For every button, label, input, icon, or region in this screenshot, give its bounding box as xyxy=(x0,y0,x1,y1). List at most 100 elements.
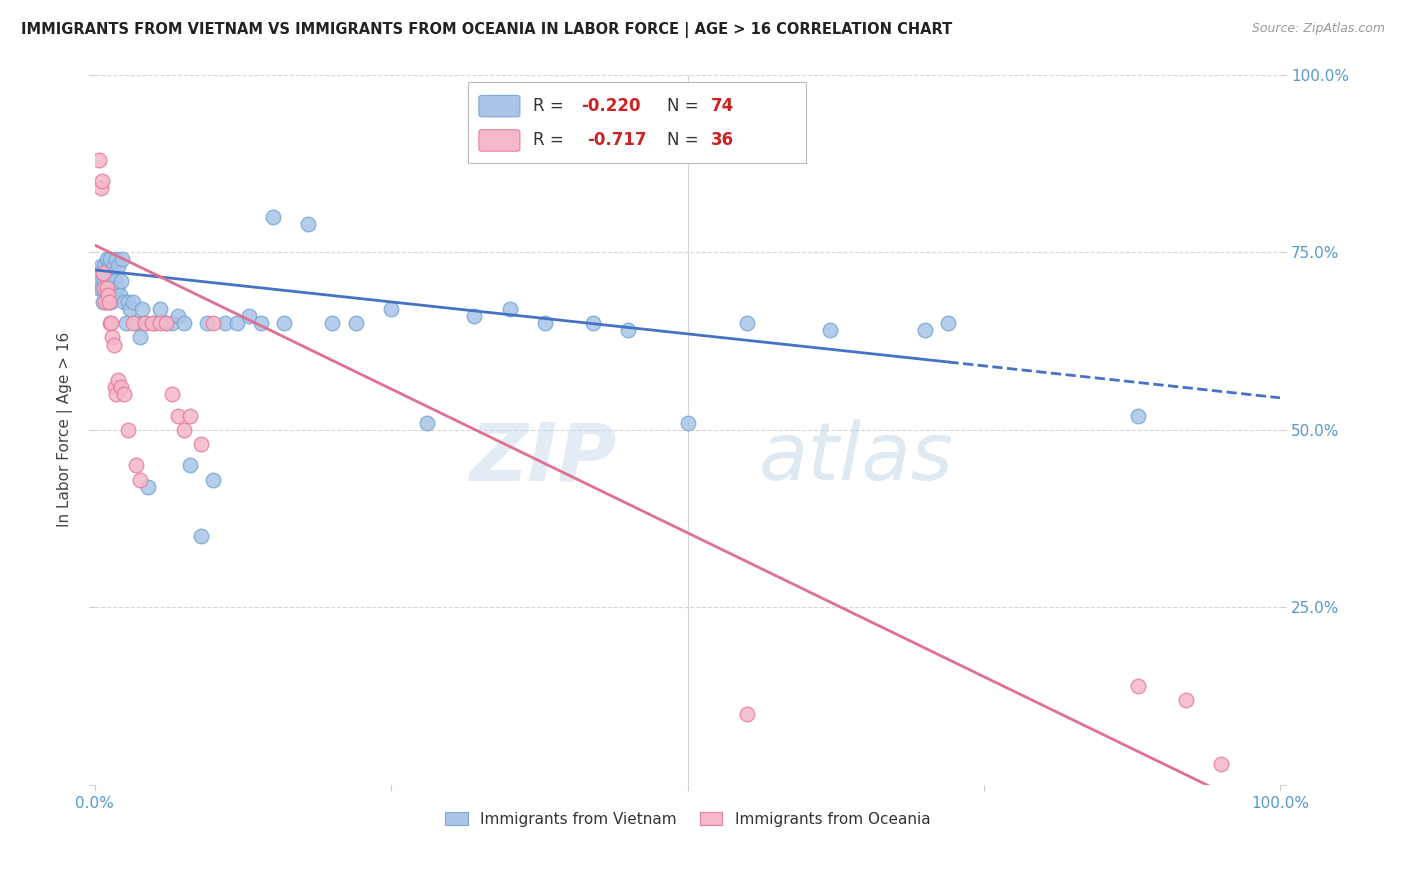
Point xyxy=(173,316,195,330)
FancyBboxPatch shape xyxy=(479,129,520,151)
Point xyxy=(96,294,118,309)
Point xyxy=(97,287,120,301)
Point xyxy=(160,316,183,330)
Point xyxy=(125,458,148,473)
Point xyxy=(98,274,121,288)
Point xyxy=(89,153,111,167)
Point xyxy=(121,294,143,309)
Point xyxy=(94,281,117,295)
Point xyxy=(134,316,156,330)
Point xyxy=(105,252,128,267)
Point xyxy=(91,267,114,281)
Point xyxy=(1126,679,1149,693)
Point xyxy=(101,330,124,344)
Point xyxy=(117,423,139,437)
Point xyxy=(90,274,112,288)
Point xyxy=(100,316,122,330)
Point xyxy=(97,281,120,295)
Point xyxy=(735,316,758,330)
Point xyxy=(179,458,201,473)
Point xyxy=(134,316,156,330)
Point xyxy=(166,309,188,323)
FancyBboxPatch shape xyxy=(479,95,520,117)
Text: R =: R = xyxy=(533,131,575,150)
Point xyxy=(110,380,132,394)
Point xyxy=(226,316,249,330)
Point xyxy=(1126,409,1149,423)
Point xyxy=(1211,756,1233,771)
Point xyxy=(103,260,125,274)
Point xyxy=(98,316,121,330)
Point xyxy=(121,316,143,330)
Point xyxy=(90,281,112,295)
Point xyxy=(380,301,402,316)
Point xyxy=(120,301,142,316)
Point xyxy=(321,316,343,330)
Point xyxy=(128,473,150,487)
Point xyxy=(143,316,166,330)
Point xyxy=(166,409,188,423)
Point xyxy=(97,294,120,309)
FancyBboxPatch shape xyxy=(468,82,806,163)
Point xyxy=(149,301,172,316)
Point xyxy=(110,274,132,288)
Point xyxy=(101,281,124,295)
Point xyxy=(105,281,128,295)
Point xyxy=(89,267,111,281)
Point xyxy=(101,267,124,281)
Text: Source: ZipAtlas.com: Source: ZipAtlas.com xyxy=(1251,22,1385,36)
Point xyxy=(297,217,319,231)
Point xyxy=(96,281,118,295)
Point xyxy=(160,387,183,401)
Point xyxy=(93,281,115,295)
Point xyxy=(499,301,522,316)
Point xyxy=(262,210,284,224)
Point xyxy=(415,416,437,430)
Point xyxy=(914,323,936,337)
Point xyxy=(107,260,129,274)
Text: N =: N = xyxy=(668,97,704,115)
Point xyxy=(90,181,112,195)
Point xyxy=(103,337,125,351)
Point xyxy=(818,323,841,337)
Text: atlas: atlas xyxy=(759,419,953,497)
Point xyxy=(125,316,148,330)
Text: 36: 36 xyxy=(711,131,734,150)
Text: 74: 74 xyxy=(711,97,734,115)
Point xyxy=(111,252,134,267)
Point xyxy=(173,423,195,437)
Point xyxy=(136,480,159,494)
Point xyxy=(103,287,125,301)
Point xyxy=(97,287,120,301)
Point xyxy=(1174,693,1197,707)
Point xyxy=(131,301,153,316)
Point xyxy=(104,274,127,288)
Point xyxy=(93,274,115,288)
Point xyxy=(96,274,118,288)
Text: -0.220: -0.220 xyxy=(581,97,640,115)
Point xyxy=(202,316,225,330)
Point xyxy=(90,174,112,188)
Point xyxy=(94,294,117,309)
Point xyxy=(100,294,122,309)
Y-axis label: In Labor Force | Age > 16: In Labor Force | Age > 16 xyxy=(58,332,73,527)
Point xyxy=(105,387,128,401)
Point xyxy=(155,316,177,330)
Point xyxy=(91,294,114,309)
Point xyxy=(344,316,367,330)
Point xyxy=(107,373,129,387)
Point xyxy=(108,287,131,301)
Point xyxy=(179,409,201,423)
Point xyxy=(676,416,699,430)
Point xyxy=(112,387,135,401)
Point xyxy=(249,316,271,330)
Point xyxy=(90,260,112,274)
Point xyxy=(735,706,758,721)
Point xyxy=(98,252,121,267)
Point xyxy=(87,281,110,295)
Point xyxy=(582,316,605,330)
Point xyxy=(190,529,212,543)
Point xyxy=(93,260,115,274)
Point xyxy=(463,309,485,323)
Point xyxy=(141,316,163,330)
